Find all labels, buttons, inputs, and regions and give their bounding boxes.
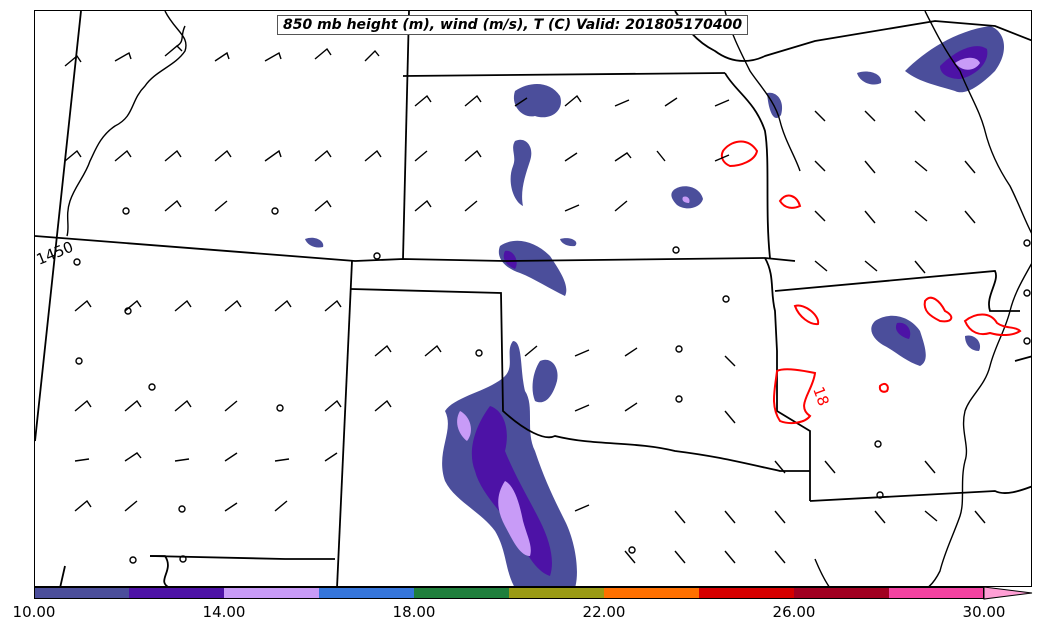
height-contour-label: 1450 bbox=[35, 238, 76, 269]
river-lines bbox=[66, 11, 1031, 586]
colorbar-segment bbox=[224, 587, 319, 599]
colorbar-segment bbox=[889, 587, 984, 599]
colorbar-segment bbox=[129, 587, 224, 599]
map-canvas: 1450 18 bbox=[35, 11, 1031, 586]
colorbar-segment bbox=[319, 587, 414, 599]
temperature-contour-label: 18 bbox=[809, 384, 832, 408]
colorbar-tick-label: 14.00 bbox=[202, 603, 246, 621]
state-boundaries bbox=[35, 11, 1031, 586]
temperature-contours bbox=[720, 140, 1022, 425]
colorbar-segment bbox=[794, 587, 889, 599]
colorbar-tick-label: 30.00 bbox=[962, 603, 1006, 621]
calm-markers bbox=[73, 207, 1031, 564]
colorbar-tick-label: 18.00 bbox=[392, 603, 436, 621]
colorbar-segment bbox=[699, 587, 794, 599]
colorbar bbox=[34, 587, 1033, 600]
shaded-field bbox=[305, 26, 1005, 586]
colorbar-segment bbox=[509, 587, 604, 599]
colorbar-segment bbox=[604, 587, 699, 599]
colorbar-extend-arrow bbox=[983, 587, 1033, 600]
map-panel: 1450 18 bbox=[34, 10, 1032, 587]
colorbar-tick-label: 26.00 bbox=[772, 603, 816, 621]
map-title: 850 mb height (m), wind (m/s), T (C) Val… bbox=[277, 15, 749, 35]
colorbar-segment bbox=[414, 587, 509, 599]
colorbar-outline bbox=[34, 587, 984, 599]
colorbar-tick-label: 10.00 bbox=[12, 603, 56, 621]
colorbar-segment bbox=[34, 587, 129, 599]
colorbar-tick-label: 22.00 bbox=[582, 603, 626, 621]
wind-barbs bbox=[64, 45, 986, 564]
